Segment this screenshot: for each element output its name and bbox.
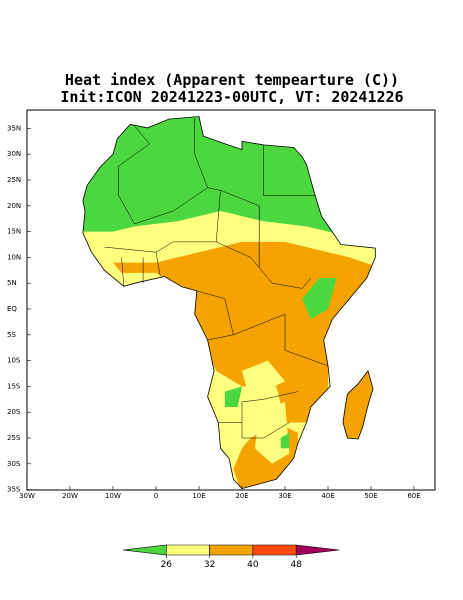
colorbar-label: 40 bbox=[247, 560, 259, 570]
border bbox=[241, 422, 290, 439]
map bbox=[82, 116, 376, 490]
lat-label: 30N bbox=[7, 150, 21, 158]
lon-label: 50E bbox=[364, 492, 377, 500]
border bbox=[118, 125, 150, 167]
border bbox=[233, 313, 329, 367]
border bbox=[263, 144, 316, 196]
subtitle: Init:ICON 20241223-00UTC, VT: 20241226 bbox=[60, 88, 403, 106]
colorbar-segment bbox=[209, 544, 254, 556]
lat-label: 20N bbox=[7, 202, 21, 210]
lat-label: 35N bbox=[7, 124, 21, 132]
lon-label: 0 bbox=[154, 492, 158, 500]
colorbar: 26 32 40 48 bbox=[122, 544, 340, 570]
lat-label: 10S bbox=[7, 357, 21, 365]
lat-label: 35S bbox=[7, 486, 21, 494]
border bbox=[196, 290, 234, 341]
lat-label: 20S bbox=[7, 408, 21, 416]
border bbox=[218, 391, 298, 423]
lon-label: 20E bbox=[235, 492, 248, 500]
border bbox=[215, 190, 260, 268]
lat-label: 15S bbox=[7, 382, 21, 390]
lat-label: 15N bbox=[7, 228, 21, 236]
lat-label: 5N bbox=[7, 279, 17, 287]
zone bbox=[224, 386, 242, 407]
lon-label: 30E bbox=[278, 492, 291, 500]
lon-label: 20W bbox=[62, 492, 78, 500]
madagascar bbox=[342, 370, 374, 440]
coastline bbox=[82, 116, 376, 490]
colorbar-segment bbox=[295, 544, 340, 556]
lon-label: 10W bbox=[105, 492, 121, 500]
lat-label: 5S bbox=[7, 331, 16, 339]
border bbox=[118, 166, 260, 268]
lat-label: 10N bbox=[7, 253, 21, 261]
colorbar-segment bbox=[122, 544, 167, 556]
lon-label: 40E bbox=[321, 492, 334, 500]
lat-label: 25N bbox=[7, 176, 21, 184]
land-fill bbox=[82, 116, 376, 489]
zone bbox=[280, 432, 290, 449]
title: Heat index (Apparent tempearture (C)) bbox=[65, 71, 399, 89]
axes: 35N 30N 25N 20N 15N 10N 5N EQ 5S 10S 15S 20S 25S 30S 3… bbox=[7, 124, 421, 500]
border bbox=[194, 118, 208, 188]
lat-label: EQ bbox=[7, 305, 17, 313]
border bbox=[121, 257, 125, 287]
border bbox=[104, 241, 217, 253]
lon-label: 10E bbox=[192, 492, 205, 500]
lat-label: 30S bbox=[7, 460, 21, 468]
lat-label: 25S bbox=[7, 434, 21, 442]
colorbar-label: 48 bbox=[290, 560, 302, 570]
map-frame bbox=[26, 109, 436, 491]
colorbar-segment bbox=[252, 544, 297, 556]
lon-label: 60E bbox=[407, 492, 420, 500]
lon-label: 30W bbox=[19, 492, 35, 500]
border bbox=[155, 252, 161, 277]
zone bbox=[302, 278, 337, 320]
colorbar-label: 32 bbox=[204, 560, 215, 570]
colorbar-segment bbox=[166, 544, 210, 556]
zone bbox=[242, 360, 285, 392]
border bbox=[258, 205, 311, 289]
colorbar-label: 26 bbox=[161, 560, 173, 570]
